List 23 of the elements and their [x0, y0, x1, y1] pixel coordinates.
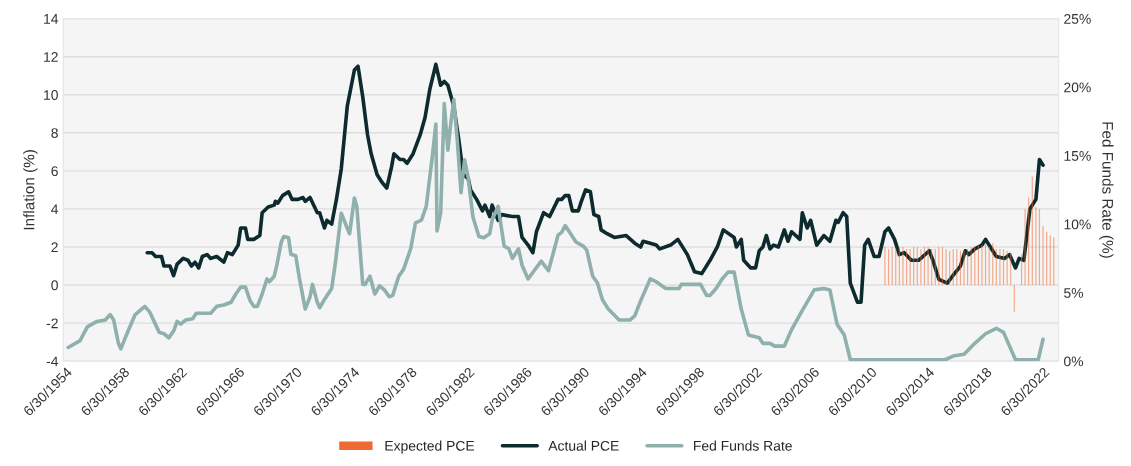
- y-tick-label: 10: [44, 90, 58, 100]
- y-axis-title: Inflation (%): [23, 150, 38, 230]
- y-tick-label: 4: [51, 204, 59, 214]
- line-series: [145, 62, 1045, 304]
- y-tick-label: 2: [51, 242, 58, 253]
- y-tick-label: 14: [44, 14, 59, 24]
- y2-tick-label: 5%: [1064, 288, 1084, 298]
- y-tick-label: 6: [51, 166, 58, 177]
- y-tick-label: 12: [44, 52, 58, 62]
- y2-tick-label: 25%: [1064, 13, 1091, 24]
- y-tick-label: -4: [46, 356, 59, 367]
- y-tick-label: -2: [46, 318, 58, 329]
- y-tick-label: 0: [51, 280, 58, 291]
- y2-tick-label: 15%: [1064, 151, 1091, 161]
- y2-tick-label: 20%: [1064, 82, 1091, 93]
- y2-axis-title: Fed Funds Rate (%): [1099, 122, 1114, 258]
- y-tick-label: 8: [51, 128, 58, 138]
- y2-tick-label: 10%: [1064, 219, 1091, 230]
- legend-label: Actual PCE: [548, 440, 619, 451]
- line-series: [66, 97, 1045, 362]
- y2-tick-label: 0%: [1064, 356, 1084, 367]
- legend-label: Expected PCE: [385, 440, 475, 454]
- legend-label: Fed Funds Rate: [694, 440, 792, 451]
